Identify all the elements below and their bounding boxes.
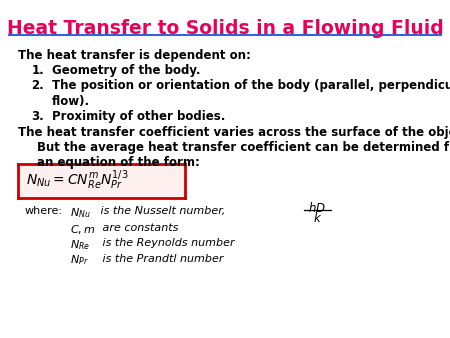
Text: is the Nusselt number,: is the Nusselt number, [97, 206, 225, 216]
Text: $hD$: $hD$ [308, 201, 326, 215]
Text: $N_{Nu} = CN_{Re}^{m}N_{Pr}^{1/3}$: $N_{Nu} = CN_{Re}^{m}N_{Pr}^{1/3}$ [26, 169, 129, 192]
Text: is the Reynolds number: is the Reynolds number [99, 238, 234, 248]
Text: $k$: $k$ [313, 211, 322, 225]
Text: Geometry of the body.: Geometry of the body. [52, 64, 200, 77]
Text: where:: where: [25, 206, 63, 216]
Text: are constants: are constants [99, 223, 178, 233]
Text: 2.: 2. [32, 79, 44, 92]
Text: The heat transfer is dependent on:: The heat transfer is dependent on: [18, 49, 251, 62]
Text: The heat transfer coefficient varies across the surface of the object.: The heat transfer coefficient varies acr… [18, 126, 450, 139]
Text: 1.: 1. [32, 64, 44, 77]
Text: $C, m$: $C, m$ [70, 223, 95, 236]
Text: $N_{Re}$: $N_{Re}$ [70, 238, 90, 252]
Text: Heat Transfer to Solids in a Flowing Fluid: Heat Transfer to Solids in a Flowing Flu… [7, 19, 443, 38]
Text: flow).: flow). [52, 95, 90, 107]
Text: Proximity of other bodies.: Proximity of other bodies. [52, 110, 225, 123]
Text: But the average heat transfer coefficient can be determined from: But the average heat transfer coefficien… [37, 141, 450, 154]
Text: 3.: 3. [32, 110, 44, 123]
Text: an equation of the form:: an equation of the form: [37, 156, 200, 169]
Text: $N_{Nu}$: $N_{Nu}$ [70, 206, 90, 220]
Text: is the Prandtl number: is the Prandtl number [99, 254, 224, 264]
Text: $N_{Pr}$: $N_{Pr}$ [70, 254, 88, 267]
Text: The position or orientation of the body (parallel, perpendicular to: The position or orientation of the body … [52, 79, 450, 92]
